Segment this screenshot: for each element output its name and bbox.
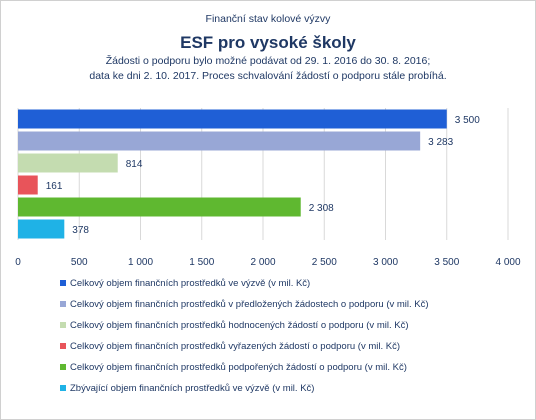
- x-tick-label: 2 500: [312, 257, 337, 268]
- bar-value-label: 2 308: [309, 203, 334, 214]
- legend-swatch: [60, 322, 66, 328]
- chart-title: ESF pro vysoké školy: [180, 33, 356, 52]
- legend-label: Celkový objem finančních prostředků podp…: [70, 362, 407, 373]
- x-tick-label: 0: [15, 257, 21, 268]
- bar: [18, 197, 301, 217]
- bar: [18, 175, 38, 195]
- x-tick-label: 1 500: [189, 257, 214, 268]
- bar: [18, 219, 65, 239]
- bar-value-label: 814: [126, 159, 143, 170]
- legend-swatch: [60, 385, 66, 391]
- x-axis-ticks: 0 500 1 000 1 500 2 000 2 500 3 000 3 500 4 000: [15, 257, 521, 268]
- x-tick-label: 1 000: [128, 257, 153, 268]
- gridlines: [17, 108, 509, 240]
- legend-swatch: [60, 280, 66, 286]
- legend: Celkový objem finančních prostředků ve v…: [60, 278, 429, 394]
- chart-subtitle-line-1: Žádosti o podporu bylo možné podávat od …: [106, 54, 431, 67]
- chart-supertitle: Finanční stav kolové výzvy: [206, 13, 332, 25]
- legend-swatch: [60, 301, 66, 307]
- x-tick-label: 500: [71, 257, 88, 268]
- x-tick-label: 3 500: [434, 257, 459, 268]
- legend-swatch: [60, 343, 66, 349]
- legend-swatch: [60, 364, 66, 370]
- bar-value-label: 161: [46, 181, 63, 192]
- x-tick-label: 4 000: [495, 257, 520, 268]
- bar: [18, 153, 118, 173]
- legend-label: Celkový objem finančních prostředků hodn…: [70, 320, 408, 331]
- bar-value-label: 3 500: [455, 115, 480, 126]
- legend-label: Celkový objem finančních prostředků v př…: [70, 299, 429, 310]
- legend-label: Celkový objem finančních prostředků vyřa…: [70, 341, 400, 352]
- bar: [18, 109, 447, 129]
- bar: [18, 131, 421, 151]
- bar-value-label: 378: [72, 225, 89, 236]
- chart-subtitle-line-2: data ke dni 2. 10. 2017. Proces schvalov…: [89, 70, 446, 82]
- x-tick-label: 2 000: [250, 257, 275, 268]
- bar-value-label: 3 283: [428, 137, 453, 148]
- x-tick-label: 3 000: [373, 257, 398, 268]
- legend-label: Zbývající objem finančních prostředků ve…: [70, 383, 314, 394]
- legend-label: Celkový objem finančních prostředků ve v…: [70, 278, 310, 289]
